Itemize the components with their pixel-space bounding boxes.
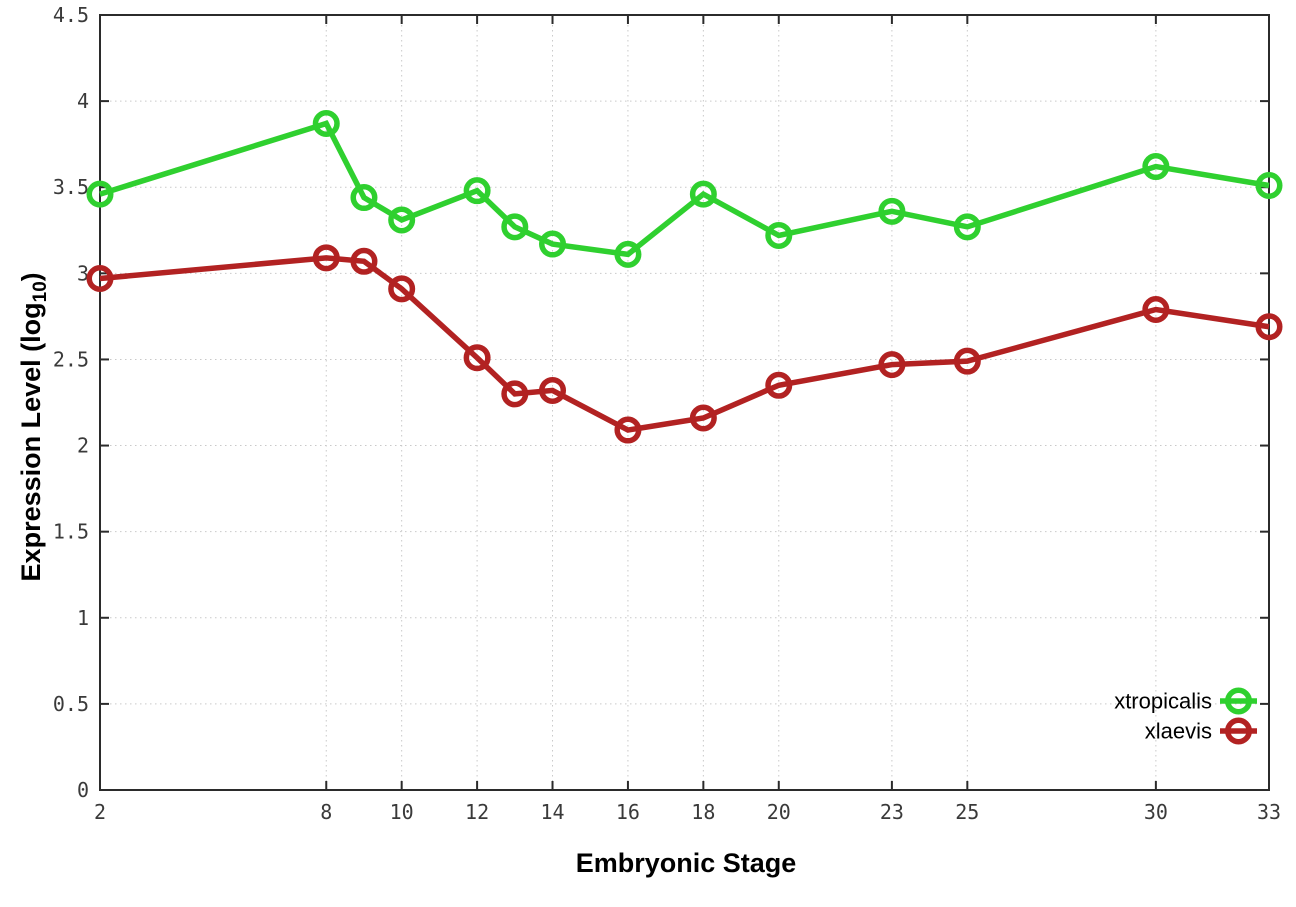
- data-point-xlaevis: [614, 416, 642, 444]
- legend-sample-marker: [1225, 717, 1252, 745]
- legend-label-xtropicalis: xtropicalis: [1114, 689, 1212, 714]
- tick-marks: [99, 14, 1270, 791]
- plot-border: [99, 14, 1270, 791]
- y-tick-label: 0: [77, 778, 89, 802]
- x-tick-label: 16: [616, 800, 640, 824]
- tick-labels: 2 8 10 12 14 16 18 20 23 25 30 33 0 0.5 1 1.5 2 2.5 3 3.5 4 4…: [53, 3, 1281, 824]
- data-series: [86, 110, 1283, 444]
- x-axis-title: Embryonic Stage: [576, 848, 797, 878]
- x-tick-label: 12: [465, 800, 489, 824]
- legend-label-xlaevis: xlaevis: [1145, 719, 1212, 744]
- legend: xtropicalis xlaevis: [1114, 687, 1257, 745]
- series-line-xtropicalis: [99, 120, 1270, 258]
- x-tick-label: 2: [94, 800, 106, 824]
- data-point-xtropicalis: [312, 110, 340, 137]
- series-xlaevis: [86, 244, 1283, 444]
- x-tick-label: 23: [880, 800, 904, 824]
- legend-entry-xtropicalis: xtropicalis: [1114, 687, 1257, 715]
- data-point-xtropicalis: [689, 180, 717, 208]
- data-point-xtropicalis: [388, 206, 416, 234]
- data-point-xlaevis: [86, 265, 114, 292]
- data-point-xlaevis: [765, 371, 793, 399]
- data-point-xlaevis: [463, 344, 491, 372]
- data-point-xtropicalis: [614, 240, 642, 268]
- x-tick-label: 20: [767, 800, 791, 824]
- plot-area-border: [99, 14, 1270, 791]
- data-point-xtropicalis: [501, 213, 529, 241]
- series-line-xlaevis: [99, 255, 1270, 433]
- data-point-xlaevis: [689, 404, 717, 432]
- data-point-xtropicalis: [539, 230, 567, 258]
- data-point-xtropicalis: [350, 184, 378, 212]
- data-point-xtropicalis: [765, 221, 793, 249]
- x-tick-label: 30: [1144, 800, 1168, 824]
- data-point-xlaevis: [312, 244, 340, 272]
- data-point-xlaevis: [388, 275, 416, 303]
- gridlines: [100, 15, 1269, 790]
- y-tick-label: 1: [77, 606, 89, 630]
- data-point-xtropicalis: [953, 213, 981, 241]
- data-point-xlaevis: [878, 351, 906, 379]
- x-tick-label: 8: [320, 800, 332, 824]
- data-point-xlaevis: [501, 380, 529, 408]
- data-point-xtropicalis: [463, 177, 491, 205]
- data-point-xtropicalis: [1142, 153, 1170, 181]
- y-axis-title-text: Expression Level (log10): [16, 273, 51, 582]
- y-tick-label: 4.5: [53, 3, 89, 27]
- y-tick-label: 1.5: [53, 520, 89, 544]
- x-tick-label: 10: [390, 800, 414, 824]
- y-tick-label: 3.5: [53, 175, 89, 199]
- data-point-xlaevis: [953, 347, 981, 375]
- data-point-xlaevis: [1255, 313, 1283, 341]
- y-tick-label: 2.5: [53, 347, 89, 371]
- data-point-xlaevis: [1142, 296, 1170, 323]
- x-tick-label: 33: [1257, 800, 1281, 824]
- y-tick-label: 3: [77, 261, 89, 285]
- x-tick-label: 18: [691, 800, 715, 824]
- y-tick-label: 0.5: [53, 692, 89, 716]
- y-tick-label: 2: [77, 434, 89, 458]
- data-point-xtropicalis: [878, 197, 906, 225]
- data-point-xlaevis: [350, 247, 378, 275]
- legend-sample-marker: [1225, 687, 1252, 715]
- legend-entry-xlaevis: xlaevis: [1145, 717, 1257, 745]
- x-tick-label: 25: [955, 800, 979, 824]
- data-point-xtropicalis: [1255, 172, 1283, 199]
- data-point-xtropicalis: [86, 180, 114, 208]
- data-point-xlaevis: [539, 376, 567, 404]
- y-tick-label: 4: [77, 89, 89, 113]
- x-tick-label: 14: [540, 800, 564, 824]
- y-axis-title: Expression Level (log10): [16, 273, 51, 582]
- series-xtropicalis: [86, 110, 1283, 268]
